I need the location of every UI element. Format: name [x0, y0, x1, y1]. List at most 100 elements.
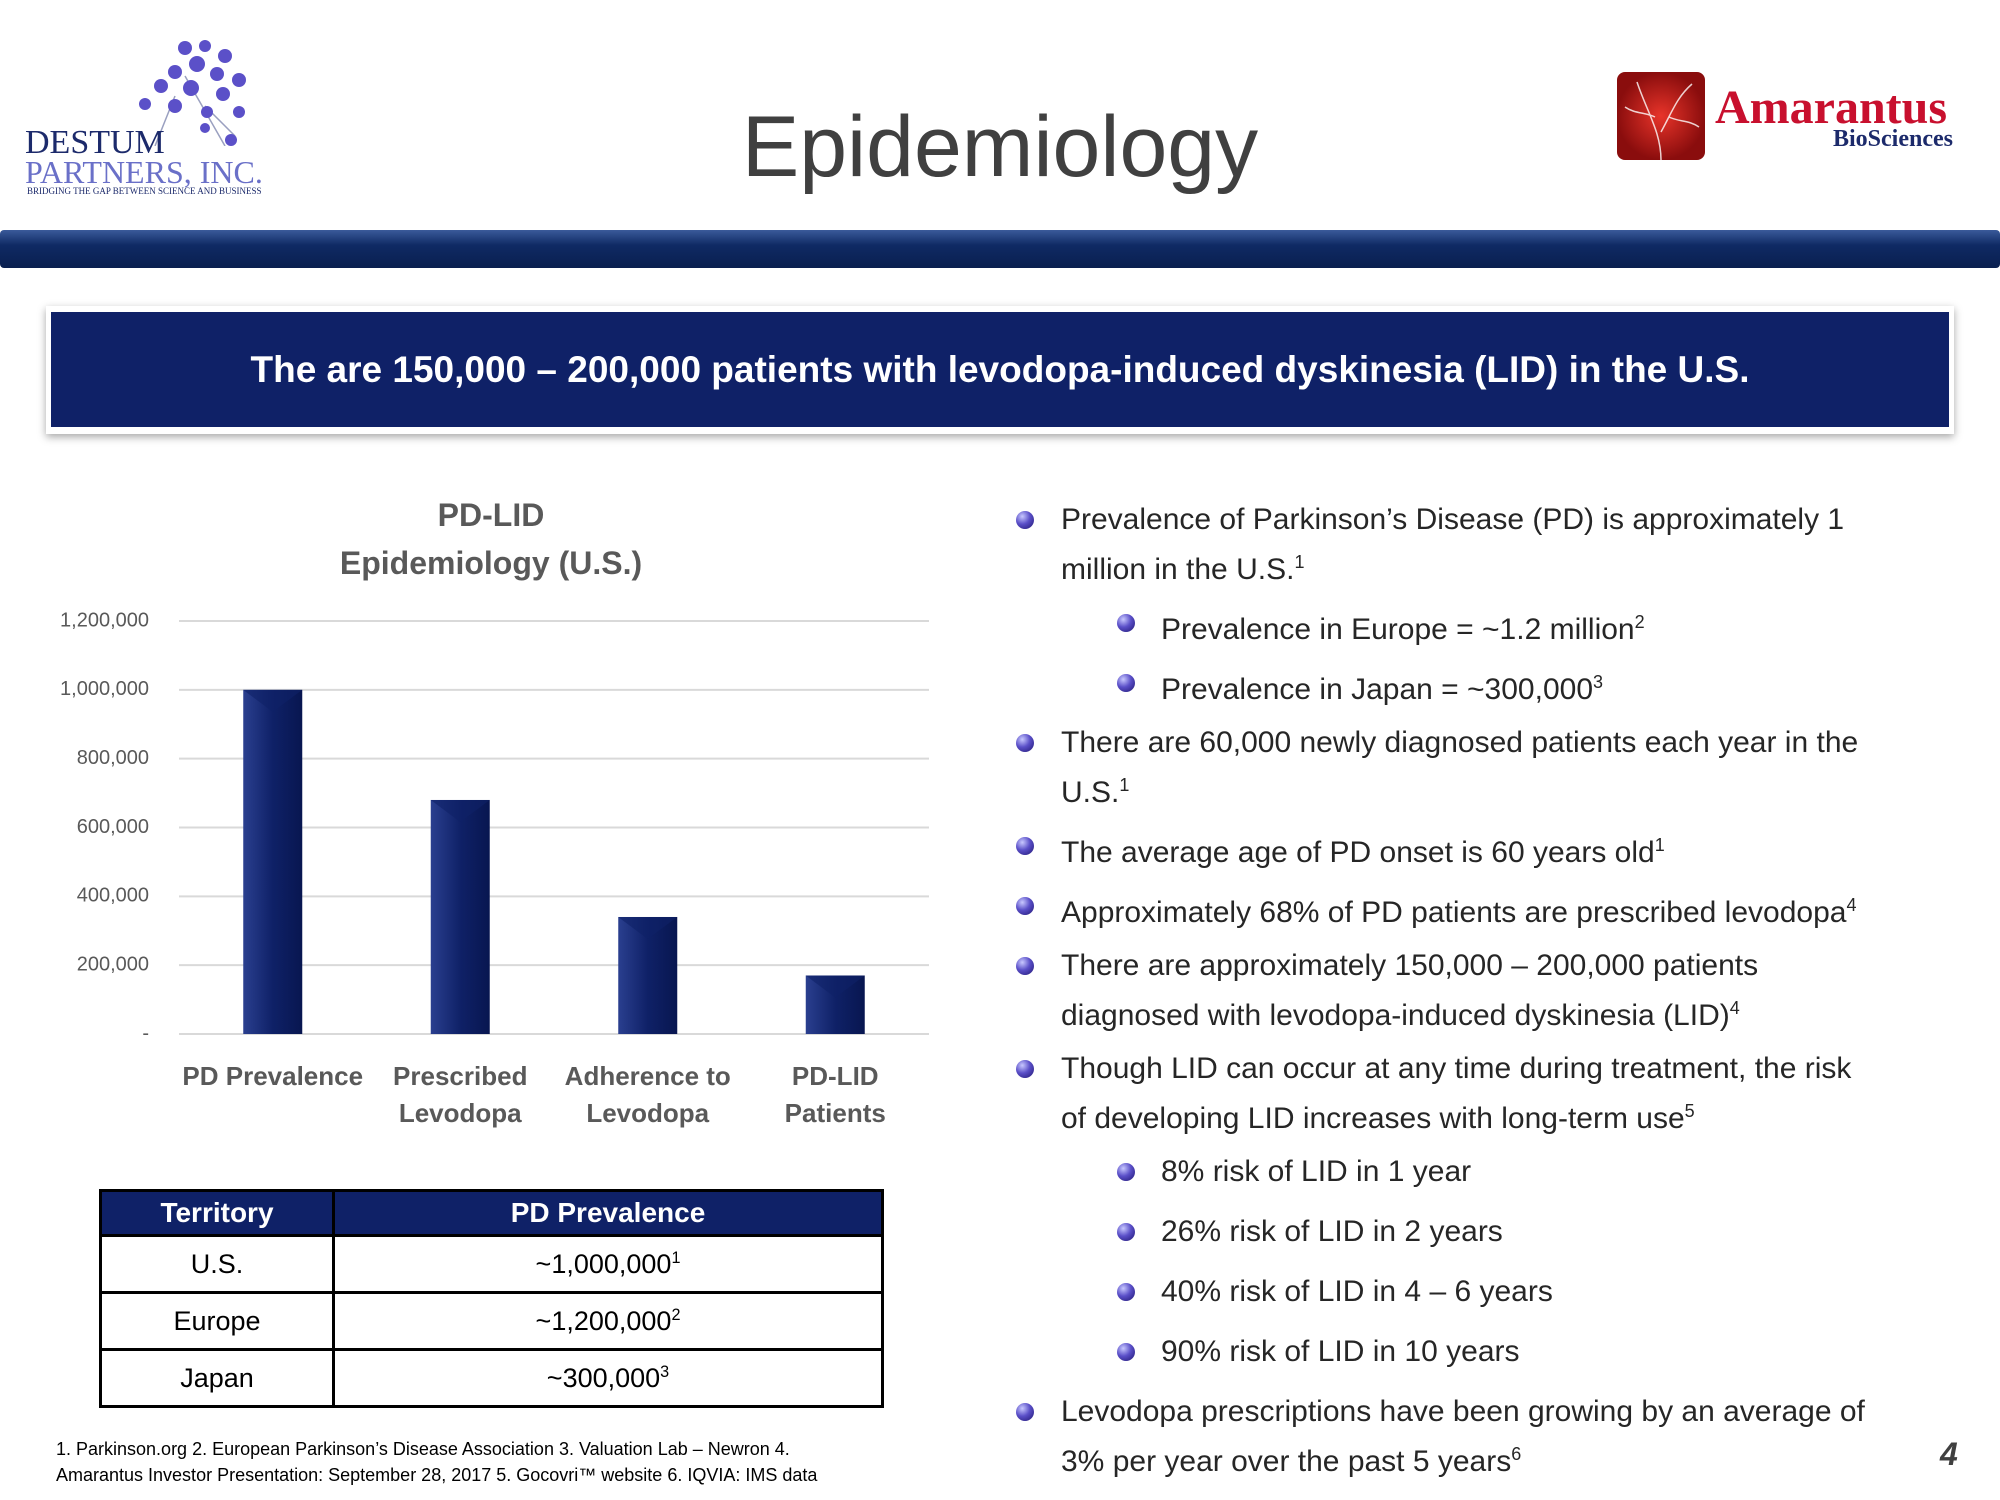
line-text: 26% risk of LID in 2 years: [1161, 1215, 1503, 1248]
line-text: Prevalence of Parkinson’s Disease (PD) i…: [1061, 503, 1845, 536]
bullet-text: Approximately 68% of PD patients are pre…: [1061, 884, 1856, 934]
bullet-line: diagnosed with levodopa-induced dyskines…: [1061, 987, 1758, 1037]
cell-text: ~300,000: [546, 1362, 661, 1393]
bullet-dot: [1016, 1060, 1034, 1078]
table-cell: ~300,0003: [332, 1348, 884, 1408]
bar-bevel: [430, 799, 490, 822]
superscript: 3: [1593, 672, 1604, 692]
bar: [430, 799, 490, 1034]
superscript: 3: [660, 1362, 670, 1381]
y-tick-label: -: [142, 1022, 149, 1044]
y-tick-label: 1,200,000: [60, 609, 149, 631]
line-text: of developing LID increases with long-te…: [1061, 1102, 1685, 1135]
bullet-line: 26% risk of LID in 2 years: [1161, 1210, 1503, 1253]
table-row: Japan ~300,0003: [99, 1348, 884, 1408]
superscript: 2: [671, 1305, 681, 1324]
bullet-dot: [1016, 897, 1034, 915]
bullet-line: million in the U.S.1: [1061, 541, 1844, 591]
header-bar: [0, 230, 2000, 268]
bullet-text: Prevalence in Europe = ~1.2 million2: [1161, 601, 1645, 651]
y-tick-label: 400,000: [77, 885, 149, 907]
bullet-dot: [1016, 734, 1034, 752]
line-text: Approximately 68% of PD patients are pre…: [1061, 896, 1847, 929]
bullet-line: The average age of PD onset is 60 years …: [1061, 824, 1665, 874]
line-text: Prevalence in Japan = ~300,000: [1161, 673, 1593, 706]
cell-text: ~1,200,000: [535, 1305, 672, 1336]
logo-icon: [1617, 72, 1705, 160]
bullet-line: Though LID can occur at any time during …: [1061, 1047, 1851, 1090]
footnote: 1. Parkinson.org 2. European Parkinson’s…: [56, 1436, 817, 1488]
bullet-text: 26% risk of LID in 2 years: [1161, 1210, 1503, 1253]
bullet-dot: [1117, 1283, 1135, 1301]
left-logo: DESTUM PARTNERS, INC. BRIDGING THE GAP B…: [25, 36, 285, 201]
table-cell: ~1,200,0002: [332, 1291, 884, 1351]
bullet-text: Levodopa prescriptions have been growing…: [1061, 1390, 1865, 1483]
table-header-row: Territory PD Prevalence: [99, 1189, 884, 1237]
bullet-dot: [1117, 1343, 1135, 1361]
table-row: U.S. ~1,000,0001: [99, 1234, 884, 1294]
chart-title: Epidemiology (U.S.): [339, 545, 643, 581]
line-text: 8% risk of LID in 1 year: [1161, 1155, 1472, 1188]
table-cell: Europe: [99, 1291, 335, 1351]
logo-molecule: [139, 40, 246, 146]
bullet-dot: [1117, 614, 1135, 632]
superscript: 4: [1846, 895, 1857, 915]
logo-subname: BioSciences: [1833, 126, 1953, 152]
bullet-line: There are 60,000 newly diagnosed patient…: [1061, 721, 1858, 764]
bullet-text: 40% risk of LID in 4 – 6 years: [1161, 1270, 1553, 1313]
y-tick-label: 1,000,000: [60, 678, 149, 700]
line-text: 40% risk of LID in 4 – 6 years: [1161, 1275, 1553, 1308]
table-cell: ~1,000,0001: [332, 1234, 884, 1294]
table-header-cell: Territory: [99, 1189, 335, 1237]
bullet-dot: [1016, 1403, 1034, 1421]
table-cell: U.S.: [99, 1234, 335, 1294]
superscript: 5: [1684, 1101, 1695, 1121]
bullet-line: There are approximately 150,000 – 200,00…: [1061, 944, 1758, 987]
x-tick-label: Adherence to Levodopa: [564, 1061, 731, 1128]
bullet-line: Prevalence in Europe = ~1.2 million2: [1161, 601, 1645, 651]
line-text: The average age of PD onset is 60 years …: [1061, 836, 1655, 869]
table-row: Europe ~1,200,0002: [99, 1291, 884, 1351]
line-text: Levodopa prescriptions have been growing…: [1061, 1395, 1865, 1428]
bullet-text: Prevalence in Japan = ~300,0003: [1161, 661, 1603, 711]
bullet-dot: [1016, 957, 1034, 975]
bar-bevel: [618, 916, 678, 939]
footnote-line: Amarantus Investor Presentation: Septemb…: [56, 1465, 818, 1485]
line-text: There are 60,000 newly diagnosed patient…: [1061, 726, 1859, 759]
bullet-text: Prevalence of Parkinson’s Disease (PD) i…: [1061, 498, 1844, 591]
bullet-text: There are 60,000 newly diagnosed patient…: [1061, 721, 1858, 814]
right-logo: Amarantus BioSciences: [1617, 72, 1967, 162]
table-cell: Japan: [99, 1348, 335, 1408]
superscript: 4: [1729, 998, 1740, 1018]
superscript: 2: [1634, 612, 1645, 632]
line-text: million in the U.S.: [1061, 553, 1295, 586]
bullet-line: 90% risk of LID in 10 years: [1161, 1330, 1520, 1373]
bar-bevel: [243, 689, 303, 712]
bullet-text: The average age of PD onset is 60 years …: [1061, 824, 1665, 874]
bullet-text: There are approximately 150,000 – 200,00…: [1061, 944, 1758, 1037]
bullet-line: Levodopa prescriptions have been growing…: [1061, 1390, 1865, 1433]
line-text: 3% per year over the past 5 years: [1061, 1445, 1512, 1478]
bullet-line: 3% per year over the past 5 years6: [1061, 1433, 1865, 1483]
page-number: 4: [1940, 1436, 1958, 1472]
bullet-dot: [1016, 837, 1034, 855]
y-tick-label: 800,000: [77, 747, 149, 769]
table-header-cell: PD Prevalence: [332, 1189, 884, 1237]
bar: [243, 689, 303, 1034]
x-tick-label: PD-LID Patients: [784, 1061, 886, 1128]
chart-title: PD-LID: [437, 497, 545, 533]
x-tick-label: Prescribed Levodopa: [393, 1061, 528, 1128]
bullet-line: of developing LID increases with long-te…: [1061, 1090, 1851, 1140]
logo-name: Amarantus: [1715, 81, 1948, 134]
superscript: 1: [1119, 775, 1130, 795]
bullet-dot: [1016, 511, 1034, 529]
superscript: 1: [1654, 835, 1665, 855]
bullet-text: Though LID can occur at any time during …: [1061, 1047, 1851, 1140]
bullet-dot: [1117, 674, 1135, 692]
superscript: 1: [1294, 552, 1305, 572]
chart: - 200,000 400,000 600,000 800,000 1,000,000 1,…: [60, 609, 929, 1044]
table: Territory PD Prevalence U.S. ~1,000,0001 Eur…: [99, 1189, 884, 1408]
cell-text: ~1,000,000: [535, 1248, 672, 1279]
line-text: There are approximately 150,000 – 200,00…: [1061, 949, 1759, 982]
